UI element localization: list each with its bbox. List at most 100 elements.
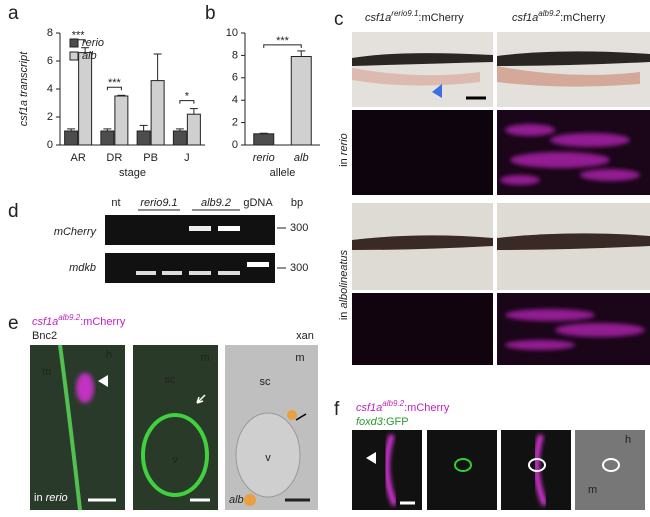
lane-label: rerio9.1 bbox=[140, 197, 177, 209]
legend-swatch bbox=[69, 38, 79, 48]
gene: csf1a bbox=[356, 402, 382, 414]
gene: foxd3 bbox=[356, 416, 384, 428]
reporter: :GFP bbox=[383, 416, 409, 428]
tissue-label: h bbox=[106, 349, 112, 361]
micrographs-e bbox=[30, 344, 318, 511]
gene: csf1a bbox=[365, 12, 391, 24]
allele: alb9.2 bbox=[382, 399, 404, 408]
bar bbox=[172, 130, 187, 146]
lane-label: nt bbox=[111, 197, 120, 209]
tissue-label: m bbox=[42, 366, 51, 378]
micrographs-c bbox=[352, 32, 650, 365]
reporter: :mCherry bbox=[404, 402, 450, 414]
x-axis-label: stage bbox=[119, 167, 146, 179]
row-label: in albolineatus bbox=[338, 249, 350, 320]
marker-label: 300 bbox=[290, 262, 308, 274]
y-tick-label: 4 bbox=[47, 83, 53, 95]
lane-label: alb9.2 bbox=[201, 197, 231, 209]
significance-label: *** bbox=[108, 77, 122, 89]
bar bbox=[100, 130, 115, 146]
bar bbox=[290, 56, 312, 146]
bar bbox=[136, 130, 151, 146]
panel-label: a bbox=[8, 3, 19, 24]
bar bbox=[253, 133, 275, 146]
x-tick-label: J bbox=[184, 152, 190, 164]
panel-label: b bbox=[205, 3, 216, 24]
note: alb bbox=[229, 494, 244, 506]
unit-label: bp bbox=[291, 197, 303, 209]
y-tick-label: 0 bbox=[47, 139, 53, 151]
lane-label: gDNA bbox=[243, 197, 273, 209]
tissue-label: v bbox=[172, 454, 178, 466]
tissue-label: h bbox=[625, 434, 631, 446]
reporter: :mCherry bbox=[80, 316, 126, 328]
note: in rerio bbox=[34, 492, 68, 504]
significance-bracket bbox=[179, 100, 195, 104]
prefix: in bbox=[338, 155, 350, 167]
allele: rerio9.1 bbox=[391, 9, 418, 18]
title: csf1aalb9.2:mCherry bbox=[32, 313, 126, 328]
species: albolineatus bbox=[338, 249, 350, 308]
title: foxd3:GFP bbox=[356, 416, 409, 428]
x-tick-label: rerio bbox=[253, 152, 275, 164]
panel-label: e bbox=[8, 313, 19, 334]
gene: csf1a bbox=[512, 12, 538, 24]
species: rerio bbox=[46, 492, 68, 504]
reporter: :mCherry bbox=[418, 12, 464, 24]
tissue-label: m bbox=[295, 352, 304, 364]
marker-label: 300 bbox=[290, 222, 308, 234]
legend-label: rerio bbox=[82, 37, 104, 49]
tissue-label: m bbox=[200, 352, 209, 364]
x-tick-label: alb bbox=[294, 152, 309, 164]
y-tick-label: 2 bbox=[47, 111, 53, 123]
panel-label: c bbox=[334, 9, 344, 30]
row-label: in rerio bbox=[338, 133, 350, 167]
y-tick-label: 8 bbox=[47, 27, 53, 39]
column-header: csf1aalb9.2:mCherry bbox=[512, 9, 606, 24]
bar bbox=[150, 80, 165, 146]
y-tick-label: 10 bbox=[226, 27, 238, 39]
title: csf1aalb9.2:mCherry bbox=[356, 399, 450, 414]
panel-label: f bbox=[334, 399, 340, 420]
significance-label: *** bbox=[276, 35, 290, 47]
gene-label: mdkb bbox=[69, 262, 96, 274]
stain-label: Bnc2 bbox=[32, 330, 57, 342]
x-tick-label: PB bbox=[143, 152, 158, 164]
gene: csf1a bbox=[32, 316, 58, 328]
y-tick-label: 4 bbox=[232, 94, 238, 106]
reporter: :mCherry bbox=[560, 12, 606, 24]
gels bbox=[105, 209, 286, 283]
column-header: csf1arerio9.1:mCherry bbox=[365, 9, 464, 24]
y-axis-label: csf1a transcript bbox=[18, 51, 30, 127]
y-tick-label: 2 bbox=[232, 117, 238, 129]
species: rerio bbox=[338, 133, 350, 155]
significance-label: * bbox=[185, 91, 190, 103]
prefix: in bbox=[338, 309, 350, 321]
bar bbox=[186, 113, 201, 146]
prefix: in bbox=[34, 492, 46, 504]
x-tick-label: AR bbox=[70, 152, 85, 164]
tissue-label: v bbox=[265, 452, 271, 464]
legend-swatch bbox=[69, 51, 79, 61]
y-tick-label: 0 bbox=[232, 139, 238, 151]
x-axis-label: allele bbox=[270, 167, 296, 179]
tissue-label: m bbox=[588, 484, 597, 496]
significance-bracket bbox=[106, 86, 122, 91]
bar bbox=[64, 130, 79, 146]
stain-label: xan bbox=[296, 330, 314, 342]
bar bbox=[78, 52, 93, 146]
y-tick-label: 8 bbox=[232, 49, 238, 61]
gene-label: mCherry bbox=[54, 226, 98, 238]
panel-label: d bbox=[8, 201, 19, 222]
y-tick-label: 6 bbox=[47, 55, 53, 67]
allele: alb9.2 bbox=[538, 9, 560, 18]
x-tick-label: DR bbox=[106, 152, 122, 164]
bar bbox=[114, 95, 129, 146]
allele: alb9.2 bbox=[58, 313, 80, 322]
legend-label: alb bbox=[82, 50, 97, 62]
micrographs-f bbox=[352, 430, 645, 510]
significance-bracket bbox=[263, 44, 302, 48]
tissue-label: sc bbox=[165, 374, 177, 386]
y-tick-label: 6 bbox=[232, 72, 238, 84]
